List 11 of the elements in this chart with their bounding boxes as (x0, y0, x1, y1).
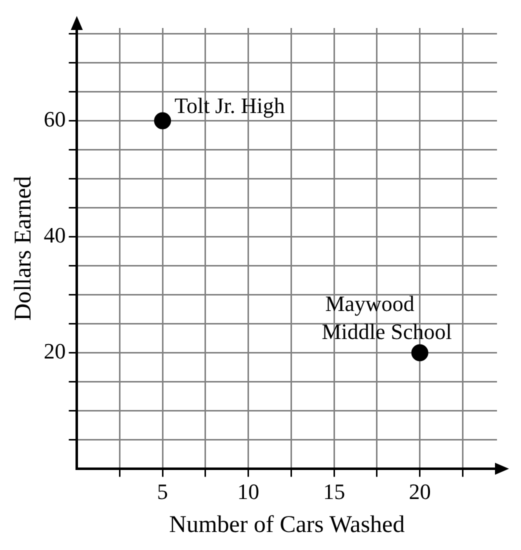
x-tick-label: 15 (323, 478, 346, 504)
y-tick-label: 40 (44, 222, 66, 248)
annotation: Maywood Middle School (322, 290, 452, 344)
y-axis-title: Dollars Earned (10, 176, 37, 321)
x-tick-label: 5 (157, 478, 168, 504)
annotation: Tolt Jr. High (174, 92, 285, 118)
y-tick-label: 60 (44, 106, 66, 132)
y-tick-label: 20 (44, 338, 66, 364)
x-tick-label: 10 (237, 478, 260, 504)
x-tick-label: 20 (408, 478, 431, 504)
x-axis-title: Number of Cars Washed (169, 512, 405, 538)
